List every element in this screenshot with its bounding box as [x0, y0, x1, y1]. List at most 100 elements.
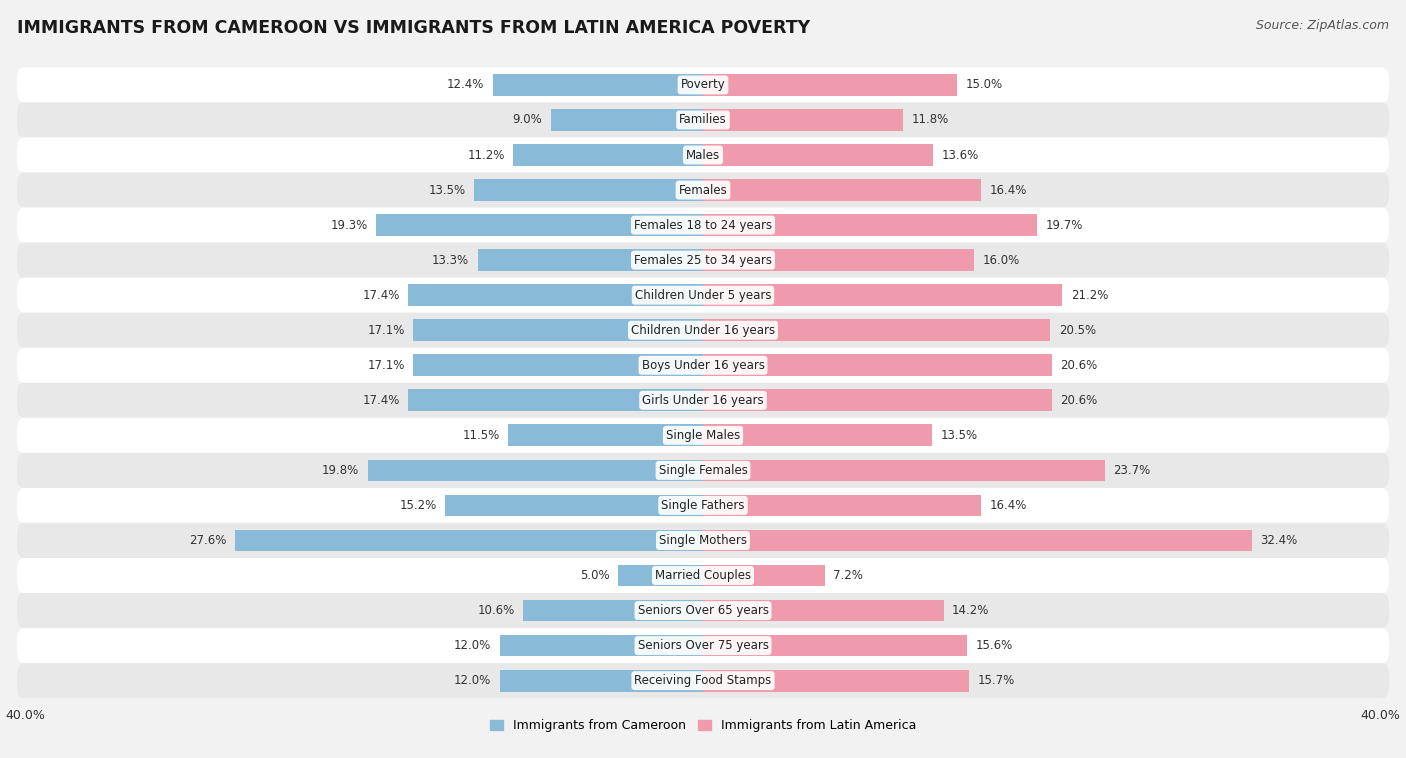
FancyBboxPatch shape	[17, 383, 1389, 418]
Text: Single Males: Single Males	[666, 429, 740, 442]
Text: 17.1%: 17.1%	[367, 359, 405, 371]
FancyBboxPatch shape	[17, 418, 1389, 453]
Text: 15.7%: 15.7%	[977, 674, 1015, 688]
Bar	[408, 390, 703, 411]
Bar	[367, 459, 703, 481]
Bar	[551, 109, 703, 131]
Text: 27.6%: 27.6%	[190, 534, 226, 547]
Bar	[513, 144, 703, 166]
Text: 20.5%: 20.5%	[1059, 324, 1095, 337]
Text: 16.0%: 16.0%	[983, 254, 1019, 267]
Bar	[703, 670, 969, 691]
FancyBboxPatch shape	[17, 137, 1389, 173]
Text: 14.2%: 14.2%	[952, 604, 990, 617]
Text: 17.4%: 17.4%	[363, 394, 399, 407]
Bar	[703, 494, 981, 516]
Text: 15.2%: 15.2%	[399, 499, 437, 512]
Text: Single Fathers: Single Fathers	[661, 499, 745, 512]
Text: 32.4%: 32.4%	[1260, 534, 1298, 547]
Text: 15.6%: 15.6%	[976, 639, 1012, 652]
Text: 10.6%: 10.6%	[478, 604, 515, 617]
Text: 11.8%: 11.8%	[911, 114, 949, 127]
Text: Girls Under 16 years: Girls Under 16 years	[643, 394, 763, 407]
Bar	[446, 494, 703, 516]
Text: Single Females: Single Females	[658, 464, 748, 477]
Bar	[474, 179, 703, 201]
Text: 19.7%: 19.7%	[1045, 218, 1083, 232]
FancyBboxPatch shape	[17, 453, 1389, 488]
Text: Boys Under 16 years: Boys Under 16 years	[641, 359, 765, 371]
Text: 19.8%: 19.8%	[322, 464, 359, 477]
Bar	[703, 565, 825, 587]
Text: Females 18 to 24 years: Females 18 to 24 years	[634, 218, 772, 232]
FancyBboxPatch shape	[17, 102, 1389, 137]
Bar	[703, 249, 974, 271]
Text: 12.0%: 12.0%	[454, 674, 491, 688]
Text: Married Couples: Married Couples	[655, 569, 751, 582]
FancyBboxPatch shape	[17, 523, 1389, 558]
Bar	[703, 109, 903, 131]
Bar	[499, 634, 703, 656]
Bar	[703, 355, 1052, 376]
Text: Source: ZipAtlas.com: Source: ZipAtlas.com	[1256, 19, 1389, 32]
Text: Females: Females	[679, 183, 727, 196]
Bar	[523, 600, 703, 622]
Text: Seniors Over 65 years: Seniors Over 65 years	[637, 604, 769, 617]
Text: 11.5%: 11.5%	[463, 429, 499, 442]
Text: Children Under 16 years: Children Under 16 years	[631, 324, 775, 337]
Bar	[703, 179, 981, 201]
Bar	[703, 459, 1105, 481]
FancyBboxPatch shape	[17, 558, 1389, 593]
Bar	[703, 319, 1050, 341]
Text: 20.6%: 20.6%	[1060, 394, 1098, 407]
Bar	[408, 284, 703, 306]
Bar	[413, 319, 703, 341]
Bar	[703, 74, 957, 96]
Text: 12.0%: 12.0%	[454, 639, 491, 652]
Text: Poverty: Poverty	[681, 78, 725, 92]
Legend: Immigrants from Cameroon, Immigrants from Latin America: Immigrants from Cameroon, Immigrants fro…	[491, 719, 915, 732]
Text: 13.5%: 13.5%	[429, 183, 465, 196]
Bar	[703, 144, 934, 166]
Bar	[499, 670, 703, 691]
Bar	[703, 284, 1062, 306]
Text: Families: Families	[679, 114, 727, 127]
FancyBboxPatch shape	[17, 488, 1389, 523]
Bar	[703, 424, 932, 446]
Text: 13.6%: 13.6%	[942, 149, 979, 161]
Bar	[235, 530, 703, 551]
Text: 21.2%: 21.2%	[1070, 289, 1108, 302]
FancyBboxPatch shape	[17, 628, 1389, 663]
Text: 16.4%: 16.4%	[990, 183, 1026, 196]
Text: 13.3%: 13.3%	[432, 254, 470, 267]
Bar	[703, 634, 967, 656]
FancyBboxPatch shape	[17, 348, 1389, 383]
Bar	[413, 355, 703, 376]
FancyBboxPatch shape	[17, 208, 1389, 243]
Text: IMMIGRANTS FROM CAMEROON VS IMMIGRANTS FROM LATIN AMERICA POVERTY: IMMIGRANTS FROM CAMEROON VS IMMIGRANTS F…	[17, 19, 810, 37]
FancyBboxPatch shape	[17, 593, 1389, 628]
Bar	[494, 74, 703, 96]
FancyBboxPatch shape	[17, 243, 1389, 277]
Bar	[703, 530, 1251, 551]
FancyBboxPatch shape	[17, 67, 1389, 102]
Text: 20.6%: 20.6%	[1060, 359, 1098, 371]
Text: 13.5%: 13.5%	[941, 429, 977, 442]
Text: 16.4%: 16.4%	[990, 499, 1026, 512]
Text: 23.7%: 23.7%	[1114, 464, 1150, 477]
Bar	[703, 390, 1052, 411]
Text: 12.4%: 12.4%	[447, 78, 485, 92]
Text: Receiving Food Stamps: Receiving Food Stamps	[634, 674, 772, 688]
Bar	[703, 215, 1036, 236]
Bar	[508, 424, 703, 446]
Text: Single Mothers: Single Mothers	[659, 534, 747, 547]
Text: Females 25 to 34 years: Females 25 to 34 years	[634, 254, 772, 267]
FancyBboxPatch shape	[17, 313, 1389, 348]
Text: 9.0%: 9.0%	[512, 114, 543, 127]
Text: 7.2%: 7.2%	[834, 569, 863, 582]
Text: 5.0%: 5.0%	[581, 569, 610, 582]
Text: 17.1%: 17.1%	[367, 324, 405, 337]
FancyBboxPatch shape	[17, 663, 1389, 698]
Bar	[478, 249, 703, 271]
Bar	[619, 565, 703, 587]
